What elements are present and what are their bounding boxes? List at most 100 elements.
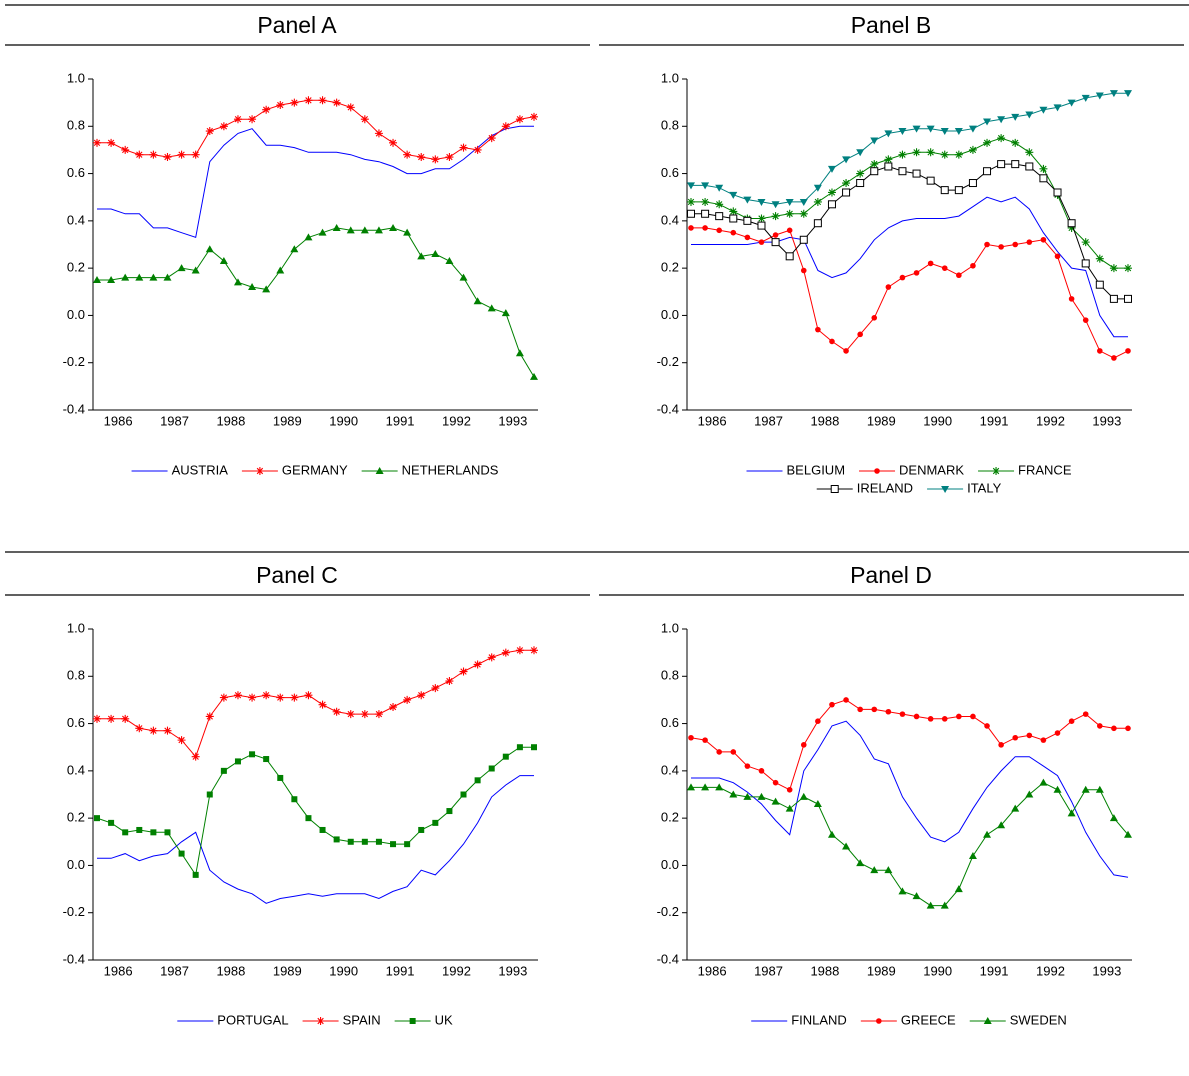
marker (431, 155, 440, 164)
marker (305, 815, 312, 822)
marker (813, 197, 822, 206)
marker (417, 153, 426, 162)
marker (487, 304, 496, 312)
marker (276, 693, 285, 702)
marker (970, 713, 976, 720)
y-tick-label: 0.8 (661, 668, 679, 683)
x-tick-label: 1990 (329, 413, 358, 428)
marker (956, 272, 962, 279)
marker (758, 239, 765, 245)
marker (474, 777, 481, 784)
marker (983, 167, 992, 176)
marker (177, 736, 186, 745)
marker (473, 660, 482, 669)
marker (876, 1018, 882, 1024)
marker (1011, 160, 1020, 169)
x-tick-label: 1989 (273, 963, 302, 978)
marker (992, 467, 1001, 475)
marker (842, 842, 851, 850)
marker (530, 112, 538, 121)
x-tick-label: 1991 (980, 963, 1009, 978)
marker (1039, 174, 1048, 183)
marker (912, 169, 921, 178)
marker (304, 691, 313, 700)
marker (800, 267, 807, 274)
marker (857, 706, 863, 713)
marker (1025, 162, 1034, 171)
marker (842, 179, 851, 188)
y-tick-label: 1.0 (661, 70, 679, 85)
marker (715, 212, 724, 221)
x-tick-label: 1987 (754, 963, 783, 978)
marker (898, 128, 907, 136)
marker (771, 238, 780, 247)
marker (926, 125, 935, 133)
marker (304, 96, 313, 105)
marker (772, 779, 779, 786)
marker (1124, 830, 1132, 838)
marker (715, 200, 724, 209)
marker (277, 774, 284, 781)
x-tick-label: 1986 (698, 413, 727, 428)
marker (1097, 348, 1103, 354)
marker (374, 129, 383, 138)
x-tick-label: 1986 (104, 413, 133, 428)
marker (346, 226, 355, 234)
marker (757, 221, 766, 230)
marker (813, 799, 822, 807)
legend-label: GERMANY (282, 462, 348, 477)
marker (968, 145, 977, 154)
marker (1011, 804, 1020, 812)
marker (220, 767, 227, 774)
panel-title: Panel A (257, 12, 337, 38)
y-tick-label: 1.0 (67, 70, 85, 85)
marker (501, 122, 510, 131)
marker (418, 826, 425, 833)
x-tick-label: 1992 (442, 413, 471, 428)
x-tick-label: 1989 (273, 413, 302, 428)
legend-item: SWEDEN (969, 1012, 1067, 1027)
marker (884, 155, 893, 164)
marker (956, 713, 962, 720)
marker (1095, 92, 1104, 100)
marker (290, 98, 299, 107)
marker (107, 714, 116, 723)
marker (192, 871, 199, 878)
series-line (691, 782, 1129, 907)
marker (1067, 809, 1076, 817)
marker (1054, 253, 1061, 260)
marker (843, 348, 849, 354)
marker (983, 1017, 992, 1024)
marker (785, 252, 794, 261)
marker (827, 188, 836, 197)
marker (744, 234, 751, 241)
marker (729, 790, 738, 798)
marker (771, 797, 780, 805)
marker (926, 148, 935, 157)
marker (1011, 138, 1020, 147)
marker (954, 128, 963, 136)
marker (219, 693, 228, 702)
legend-item: DENMARK (859, 462, 964, 477)
marker (107, 275, 116, 283)
marker (360, 710, 369, 719)
legend-item: GREECE (860, 1012, 956, 1027)
marker (687, 182, 695, 190)
marker (870, 137, 879, 145)
marker (729, 191, 738, 199)
marker (164, 829, 171, 836)
series-line (97, 775, 534, 904)
y-tick-label: 0.4 (661, 212, 679, 227)
marker (954, 186, 963, 195)
y-tick-label: 0.2 (67, 810, 85, 825)
series-line (97, 125, 534, 239)
marker (389, 703, 398, 712)
marker (319, 826, 326, 833)
marker (898, 167, 907, 176)
legend-label: PORTUGAL (217, 1012, 288, 1027)
marker (219, 122, 228, 131)
marker (701, 182, 710, 190)
marker (1026, 732, 1033, 739)
marker (403, 695, 412, 704)
marker (135, 273, 144, 281)
